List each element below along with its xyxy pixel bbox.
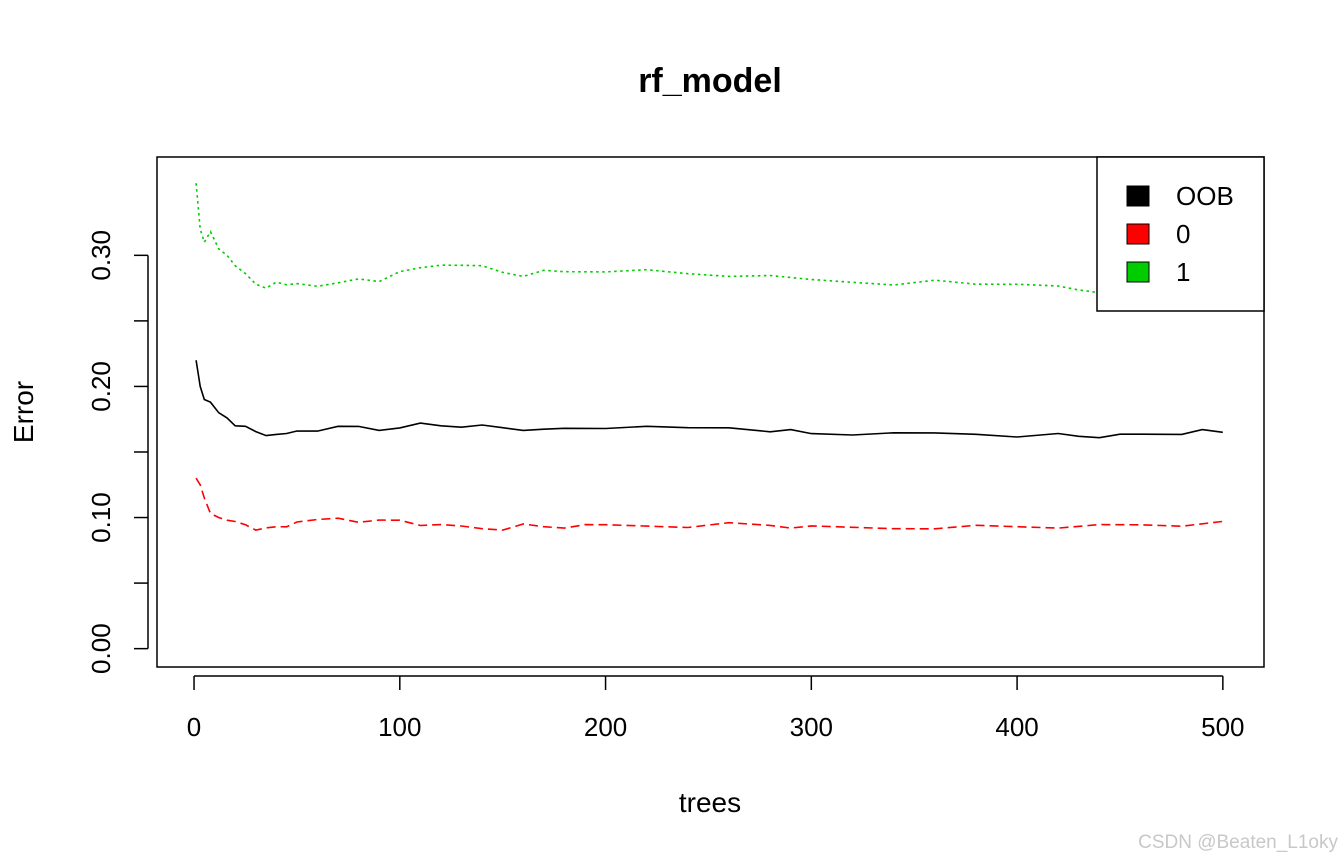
legend-label: OOB [1176,181,1234,211]
chart-title: rf_model [638,62,782,100]
x-axis: 0 100 200 300 400 500 [187,675,1245,742]
y-tick-label: 0.30 [86,230,116,281]
x-tick-label: 200 [584,712,627,742]
series-line-0 [195,477,1223,531]
legend-swatch [1126,185,1150,207]
legend: OOB 0 1 [1096,156,1265,312]
x-tick-label: 500 [1201,712,1244,742]
y-tick-label: 0.00 [86,623,116,674]
x-axis-label: trees [679,787,741,818]
series-layer [195,183,1223,531]
legend-swatch [1126,223,1150,245]
y-axis-label: Error [8,381,39,443]
series-line-OOB [195,360,1223,439]
legend-label: 0 [1176,219,1190,249]
series-line-1 [195,183,1100,294]
x-tick-label: 0 [187,712,201,742]
legend-box [1096,156,1265,312]
x-tick-label: 100 [378,712,421,742]
y-tick-label: 0.20 [86,361,116,412]
watermark: CSDN @Beaten_L1oky [1138,832,1338,853]
y-tick-label: 0.10 [86,492,116,543]
legend-swatch [1126,261,1150,283]
plot-frame [156,156,1265,668]
legend-label: 1 [1176,257,1190,287]
y-axis: 0.00 0.10 0.20 0.30 [86,230,149,674]
x-tick-label: 400 [995,712,1038,742]
x-tick-label: 300 [790,712,833,742]
